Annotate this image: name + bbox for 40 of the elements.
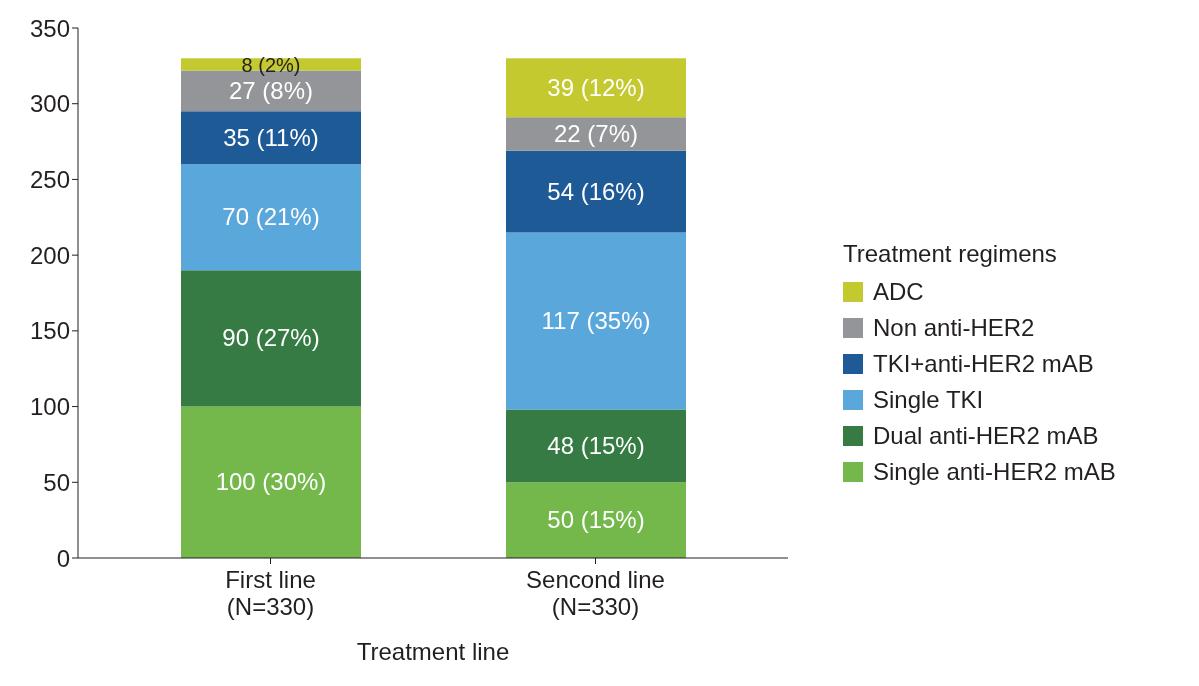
- legend-label: TKI+anti-HER2 mAB: [873, 350, 1094, 378]
- x-axis-title: Treatment line: [356, 638, 510, 665]
- data-label: 117 (35%): [541, 307, 651, 335]
- bar: [181, 406, 361, 558]
- bar: [506, 482, 686, 558]
- y-tick-label: 0: [56, 544, 70, 572]
- bar: [506, 409, 686, 483]
- legend-label: Dual anti-HER2 mAB: [873, 422, 1099, 450]
- data-label: 22 (7%): [553, 120, 639, 147]
- legend-label: Single anti-HER2 mAB: [873, 458, 1116, 486]
- x-tick-label: First line (N=330): [225, 566, 316, 620]
- legend-title: Treatment regimens: [843, 240, 1058, 268]
- y-tick-label: 250: [29, 165, 70, 193]
- y-tick-label: 50: [43, 468, 70, 496]
- x-tick-label: Sencond line (N=330): [526, 566, 665, 620]
- bar: [506, 117, 686, 151]
- legend-label: Single TKI: [873, 386, 984, 414]
- bar: [181, 111, 361, 165]
- bar: [506, 58, 686, 118]
- legend-label: Non anti-HER2: [873, 314, 1035, 342]
- bar: [181, 270, 361, 407]
- y-tick-label: 100: [29, 393, 70, 421]
- legend-label: ADC: [873, 278, 924, 306]
- data-label: 54 (16%): [547, 177, 645, 205]
- y-tick-label: 200: [29, 241, 70, 269]
- data-label: 39 (12%): [547, 73, 645, 101]
- bar: [506, 150, 686, 233]
- data-label: 70 (21%): [222, 203, 320, 231]
- bar: [181, 164, 361, 271]
- y-tick-label: 150: [29, 317, 70, 345]
- data-label: 27 (8%): [228, 76, 314, 104]
- y-tick-label: 300: [29, 90, 70, 118]
- data-label: 8 (2%): [241, 54, 301, 77]
- data-label: 48 (15%): [547, 431, 645, 459]
- y-tick-label: 350: [29, 14, 70, 42]
- data-label: 90 (27%): [222, 324, 320, 352]
- data-label: 35 (11%): [223, 123, 319, 151]
- data-label: 100 (30%): [215, 468, 327, 496]
- data-label: 50 (15%): [547, 506, 645, 534]
- bar: [506, 232, 686, 410]
